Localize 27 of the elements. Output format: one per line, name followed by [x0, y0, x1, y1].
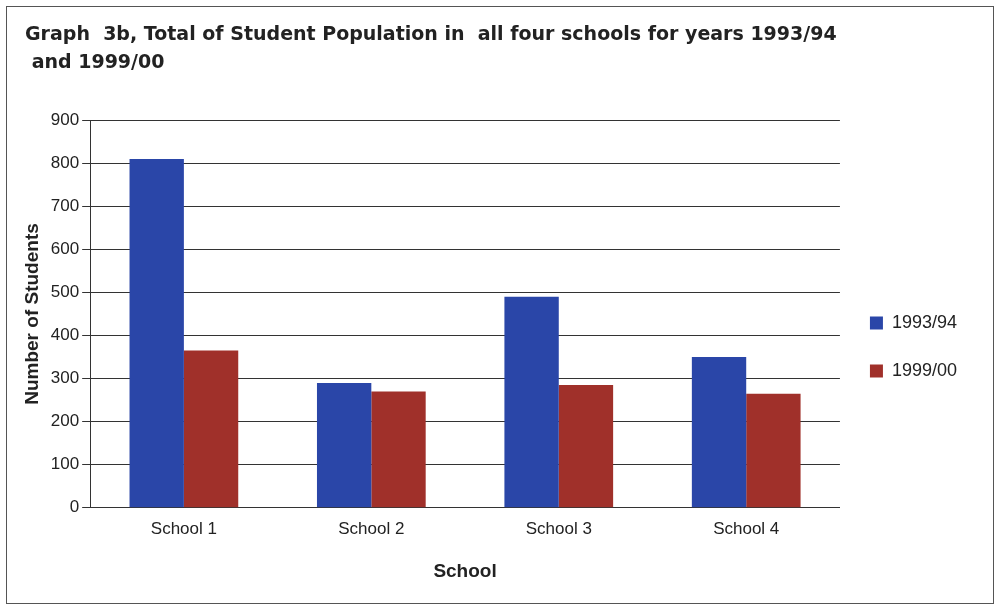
bar	[371, 391, 426, 508]
x-axis-title: School	[433, 559, 497, 581]
x-tick-label: School 4	[713, 518, 780, 538]
y-tick-label: 600	[50, 239, 80, 259]
y-tick-label: 300	[50, 368, 80, 388]
bar	[504, 296, 559, 508]
y-axis-title: Number of Students	[20, 223, 42, 405]
y-tick-label: 700	[50, 196, 80, 216]
x-tick-label: School 1	[150, 518, 217, 538]
bar	[129, 158, 184, 508]
y-tick-label: 100	[50, 454, 80, 474]
y-tick-label: 500	[50, 282, 80, 302]
y-tick-label: 900	[50, 109, 80, 129]
y-tick-label: 800	[50, 152, 80, 172]
y-tick-label: 0	[69, 497, 80, 517]
y-tick-label: 400	[50, 325, 80, 345]
chart-title: Graph 3b, Total of Student Population in all four schools for years 1993/94 and 1999/00	[25, 21, 838, 74]
legend-label: 1999/00	[891, 359, 958, 380]
bar	[691, 357, 747, 508]
bar	[183, 350, 239, 508]
x-tick-label: School 2	[338, 518, 405, 538]
legend-label: 1993/94	[891, 311, 958, 332]
x-tick-label: School 3	[525, 518, 592, 538]
bar	[746, 393, 801, 508]
y-tick-label: 200	[50, 411, 80, 431]
bar	[316, 382, 372, 508]
bar	[558, 385, 614, 508]
